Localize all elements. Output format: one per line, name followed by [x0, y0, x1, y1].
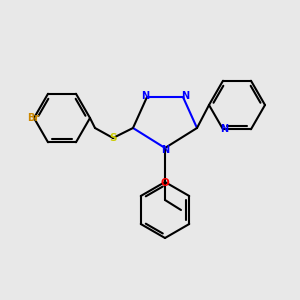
Text: N: N — [141, 91, 149, 101]
Text: N: N — [161, 145, 169, 155]
Text: Br: Br — [27, 113, 39, 123]
Text: N: N — [220, 124, 228, 134]
Text: N: N — [181, 91, 189, 101]
Text: O: O — [160, 178, 169, 188]
Text: S: S — [109, 133, 117, 143]
